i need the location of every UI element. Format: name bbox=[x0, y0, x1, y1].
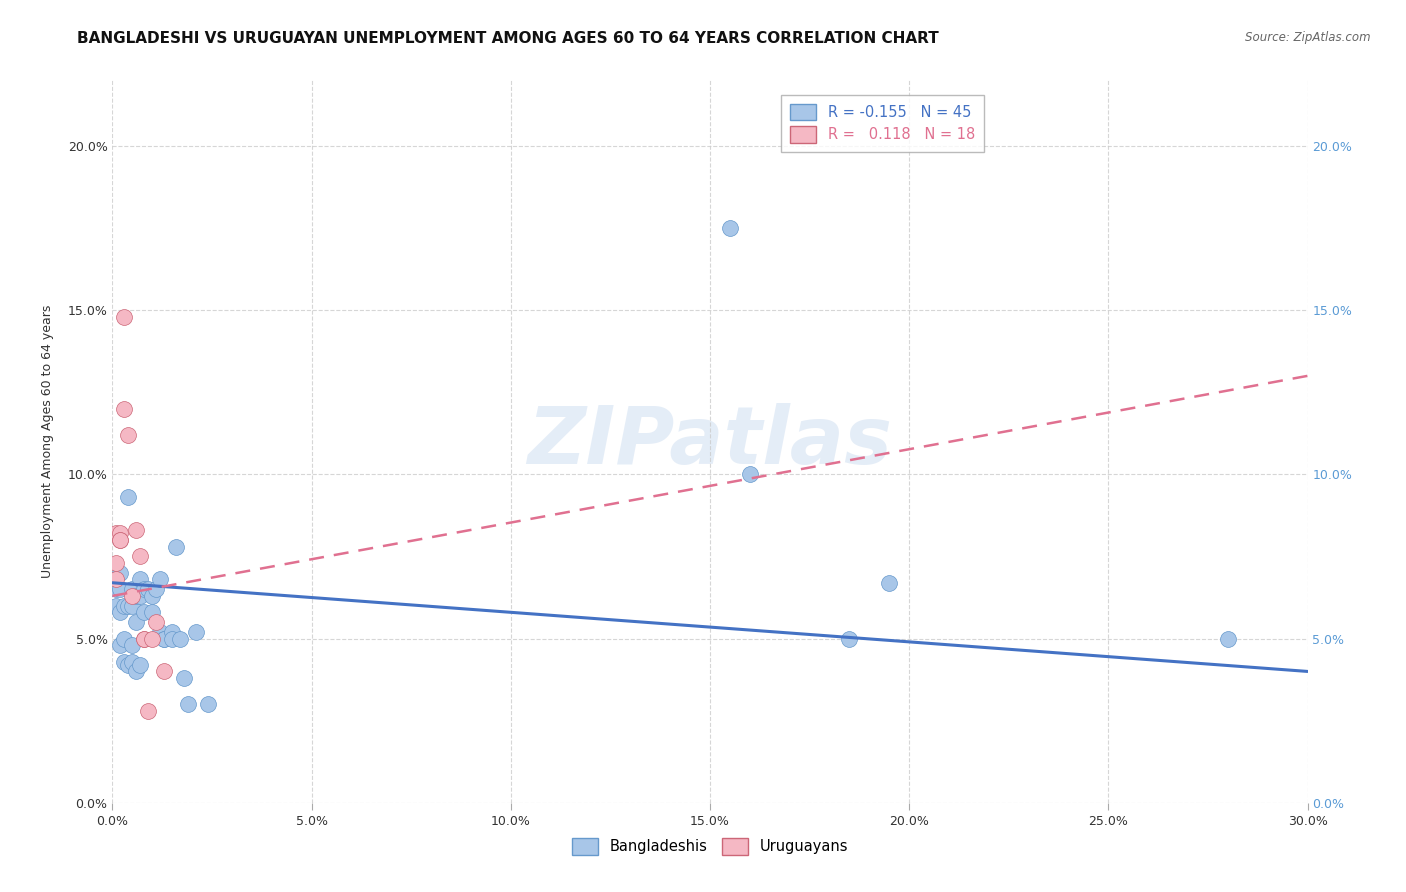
Point bbox=[105, 599, 128, 613]
Point bbox=[1216, 632, 1239, 646]
Point bbox=[145, 615, 167, 630]
Point bbox=[134, 632, 156, 646]
Text: ZIPatlas: ZIPatlas bbox=[527, 402, 893, 481]
Point bbox=[114, 401, 135, 416]
Point bbox=[141, 605, 163, 619]
Point bbox=[121, 582, 143, 597]
Point bbox=[121, 655, 143, 669]
Point bbox=[110, 533, 132, 547]
Point bbox=[129, 589, 152, 603]
Point bbox=[117, 657, 139, 672]
Point bbox=[110, 605, 132, 619]
Point bbox=[125, 589, 148, 603]
Point bbox=[173, 671, 195, 685]
Point bbox=[110, 526, 132, 541]
Point bbox=[125, 665, 148, 679]
Point bbox=[134, 582, 156, 597]
Point bbox=[117, 428, 139, 442]
Point bbox=[117, 491, 139, 505]
Point bbox=[110, 582, 132, 597]
Point bbox=[110, 533, 132, 547]
Point bbox=[153, 665, 176, 679]
Point bbox=[105, 582, 128, 597]
Point bbox=[149, 573, 172, 587]
Point bbox=[162, 625, 183, 640]
Point bbox=[114, 310, 135, 324]
Y-axis label: Unemployment Among Ages 60 to 64 years: Unemployment Among Ages 60 to 64 years bbox=[41, 305, 53, 578]
Point bbox=[105, 526, 128, 541]
Point bbox=[718, 221, 741, 235]
Point bbox=[121, 638, 143, 652]
Point bbox=[145, 582, 167, 597]
Point bbox=[162, 632, 183, 646]
Point bbox=[125, 615, 148, 630]
Point bbox=[134, 605, 156, 619]
Point bbox=[129, 549, 152, 564]
Point bbox=[738, 467, 761, 482]
Text: BANGLADESHI VS URUGUAYAN UNEMPLOYMENT AMONG AGES 60 TO 64 YEARS CORRELATION CHAR: BANGLADESHI VS URUGUAYAN UNEMPLOYMENT AM… bbox=[77, 31, 939, 46]
Point bbox=[838, 632, 860, 646]
Point bbox=[197, 698, 219, 712]
Point bbox=[129, 573, 152, 587]
Point bbox=[165, 540, 187, 554]
Point bbox=[121, 589, 143, 603]
Point bbox=[138, 582, 160, 597]
Point bbox=[114, 632, 135, 646]
Point bbox=[879, 575, 901, 590]
Point bbox=[129, 657, 152, 672]
Point bbox=[125, 523, 148, 537]
Point bbox=[138, 704, 160, 718]
Text: Source: ZipAtlas.com: Source: ZipAtlas.com bbox=[1246, 31, 1371, 45]
Point bbox=[153, 632, 176, 646]
Point bbox=[110, 638, 132, 652]
Point bbox=[121, 599, 143, 613]
Point bbox=[134, 632, 156, 646]
Legend: Bangladeshis, Uruguayans: Bangladeshis, Uruguayans bbox=[565, 832, 855, 861]
Point bbox=[114, 655, 135, 669]
Point bbox=[169, 632, 191, 646]
Point bbox=[105, 573, 128, 587]
Point bbox=[177, 698, 200, 712]
Point bbox=[149, 625, 172, 640]
Point bbox=[117, 599, 139, 613]
Point bbox=[110, 566, 132, 580]
Point bbox=[105, 556, 128, 570]
Point bbox=[153, 632, 176, 646]
Point bbox=[114, 599, 135, 613]
Point bbox=[141, 632, 163, 646]
Point bbox=[186, 625, 208, 640]
Point bbox=[141, 589, 163, 603]
